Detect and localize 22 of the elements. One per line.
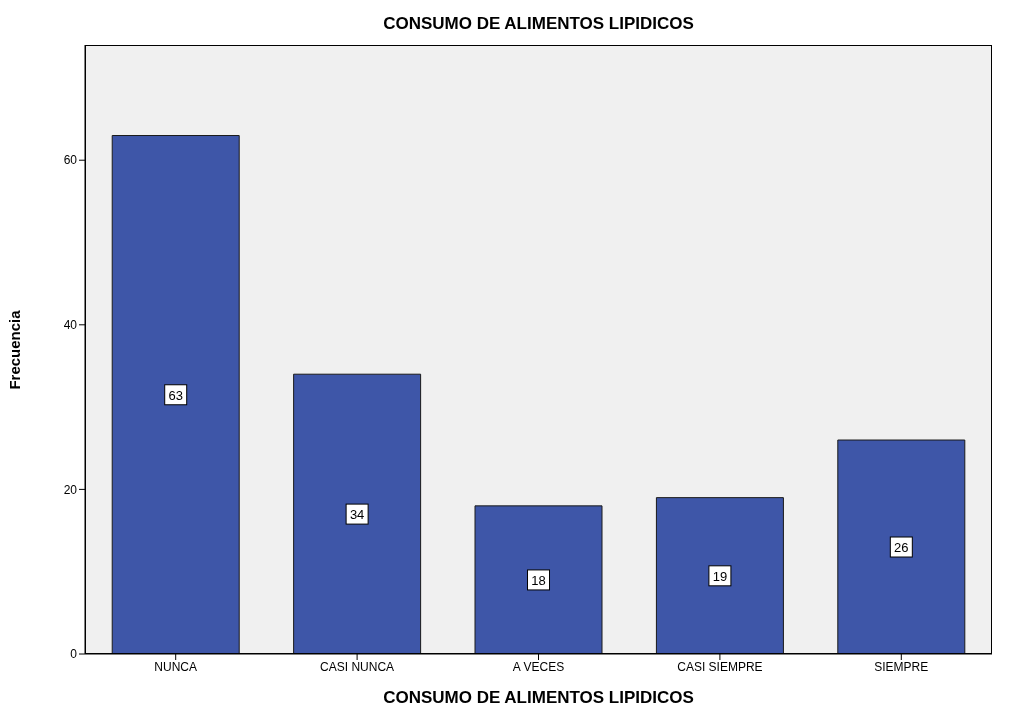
x-axis-title: CONSUMO DE ALIMENTOS LIPIDICOS bbox=[382, 688, 695, 708]
data-label: 26 bbox=[894, 540, 909, 556]
y-tick-label: 40 bbox=[63, 318, 78, 333]
bar bbox=[655, 497, 784, 654]
chart-title: CONSUMO DE ALIMENTOS LIPIDICOS bbox=[382, 14, 695, 34]
bar bbox=[474, 505, 603, 654]
x-tick-label: NUNCA bbox=[154, 659, 198, 674]
x-tick-label: CASI SIEMPRE bbox=[677, 659, 763, 674]
y-tick-label: 60 bbox=[63, 153, 78, 168]
bar bbox=[111, 135, 240, 654]
data-label: 18 bbox=[531, 572, 546, 588]
x-tick-label: A VECES bbox=[512, 659, 565, 674]
y-tick-label: 20 bbox=[63, 482, 78, 497]
data-label: 19 bbox=[712, 568, 728, 584]
bar bbox=[837, 439, 966, 654]
data-label: 34 bbox=[349, 507, 365, 523]
data-label: 63 bbox=[168, 387, 183, 403]
x-tick-label: CASI NUNCA bbox=[320, 659, 395, 674]
y-axis-title: Frecuencia bbox=[5, 309, 23, 390]
bar bbox=[293, 373, 422, 654]
y-tick-label: 0 bbox=[70, 647, 78, 662]
x-tick-label: SIEMPRE bbox=[874, 659, 929, 674]
